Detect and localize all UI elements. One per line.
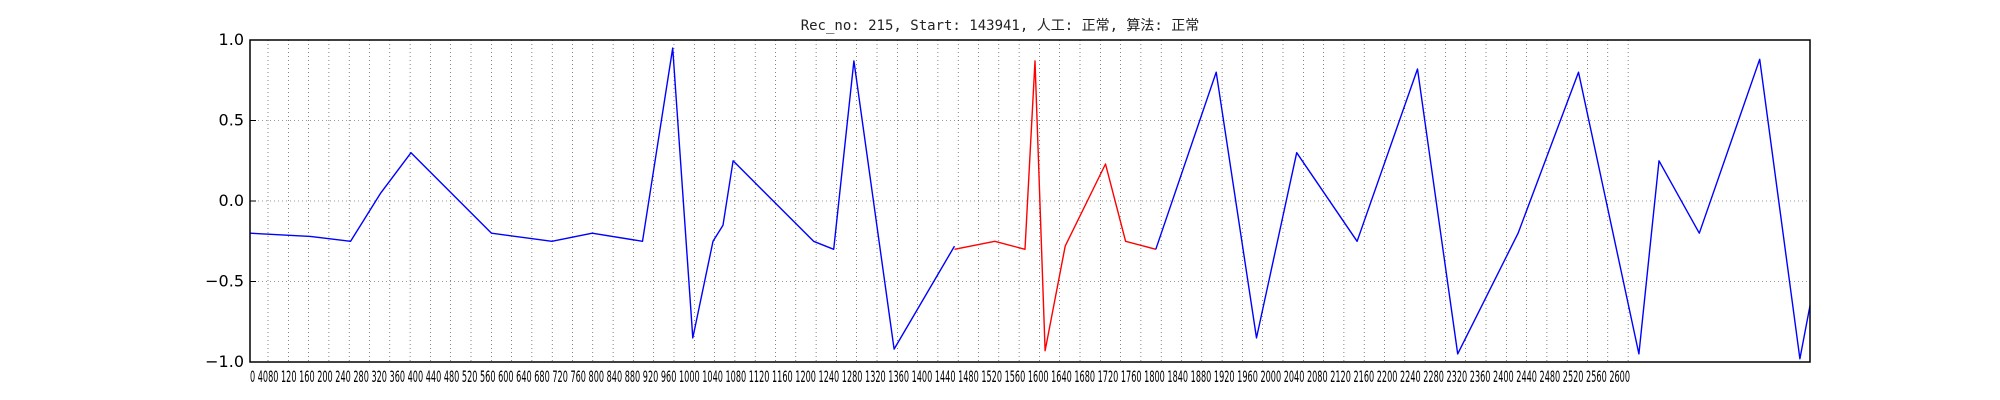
y-tick-label: −1.0 [205,352,244,371]
y-tick-label: 1.0 [219,30,244,49]
series-line-2 [1155,58,1811,360]
series-line-0 [249,47,956,350]
chart-title: Rec_no: 215, Start: 143941, 人工: 正常, 算法: … [801,18,1200,34]
y-tick-label: −0.5 [205,272,244,291]
y-ticks: 1.0 0.5 0.0 −0.5 −1.0 [205,30,256,371]
series-line-1 [954,60,1156,352]
y-tick-label: 0.5 [219,111,244,130]
y-tick-label: 0.0 [219,191,244,210]
series-group [249,47,1811,360]
x-tick-labels: 0 4080 120 160 200 240 280 320 360 400 4… [250,367,1630,386]
grid-lines [250,39,1810,363]
